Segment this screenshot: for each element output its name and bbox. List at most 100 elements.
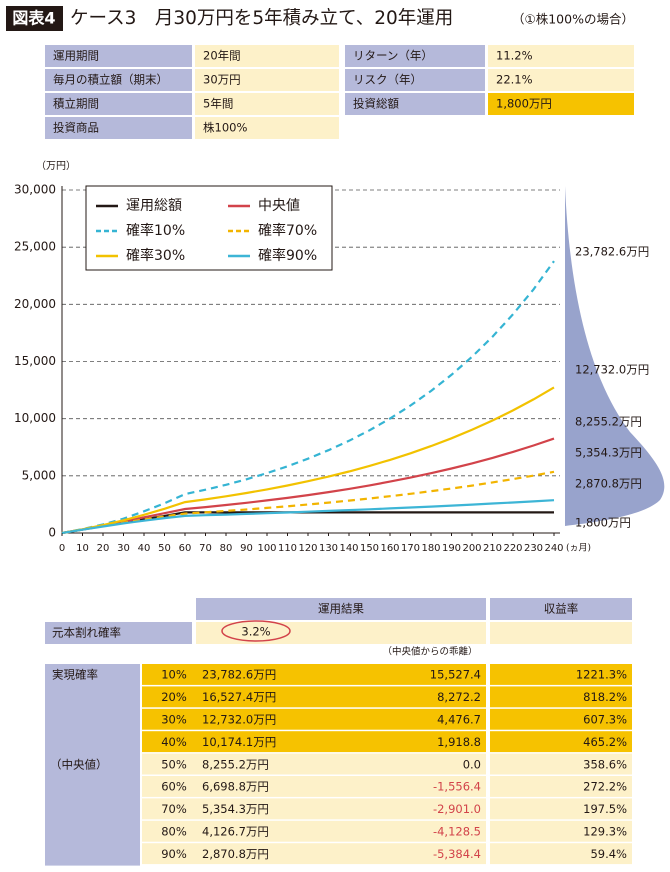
value-cell (195, 117, 339, 139)
row-cell (490, 731, 632, 753)
probability: 30% (161, 713, 187, 727)
result: 4,126.7万円 (202, 825, 269, 839)
deviation: -1,556.4 (433, 780, 481, 794)
deviation: 8,272.2 (437, 690, 481, 704)
probability: 50% (161, 757, 187, 771)
loss-label: 元本割れ確率 (52, 626, 121, 640)
x-tick-label: 170 (401, 543, 420, 554)
x-tick-label: 60 (179, 543, 192, 554)
badge: 図表4 (12, 9, 55, 28)
row-cell (142, 708, 486, 730)
return-rate: 358.6% (583, 757, 627, 771)
deviation: 0.0 (463, 757, 481, 771)
result: 10,174.1万円 (202, 735, 276, 749)
legend-label: 運用総額 (126, 198, 182, 214)
result: 23,782.6万円 (202, 668, 276, 682)
deviation: 4,476.7 (437, 713, 481, 727)
deviation: 15,527.4 (430, 668, 481, 682)
param-value: 5年間 (203, 97, 233, 111)
deviation: -5,384.4 (433, 847, 481, 861)
deviation-note: （中央値からの乖離） (382, 646, 477, 658)
group-label: （中央値） (50, 757, 108, 771)
y-tick-label: 10,000 (14, 411, 56, 425)
legend-label: 確率10% (126, 222, 185, 239)
param-label: リターン（年） (353, 49, 433, 63)
y-tick-label: 15,000 (14, 354, 56, 368)
y-tick-label: 5,000 (22, 468, 56, 482)
header-label: 収益率 (544, 602, 579, 616)
legend-label: 確率70% (258, 222, 317, 239)
return-rate: 59.4% (590, 847, 627, 861)
row-cell (490, 843, 632, 865)
x-tick-label: 20 (97, 543, 110, 554)
label-cell (45, 622, 192, 644)
group-cell (45, 664, 140, 866)
x-tick-label: 220 (503, 543, 522, 554)
probability: 90% (161, 847, 187, 861)
value-cell (195, 69, 339, 91)
y-tick-label: 25,000 (14, 240, 56, 254)
annotation: 1,800万円 (575, 516, 631, 530)
deviation: -4,128.5 (433, 825, 481, 839)
row-cell (490, 820, 632, 842)
result: 5,354.3万円 (202, 802, 269, 816)
row-cell (142, 820, 486, 842)
probability: 10% (161, 668, 187, 682)
result: 16,527.4万円 (202, 690, 276, 704)
row-cell (142, 798, 486, 820)
result: 12,732.0万円 (202, 713, 276, 727)
x-tick-label: 230 (524, 543, 543, 554)
x-tick-label: 190 (442, 543, 461, 554)
label-cell (45, 117, 192, 139)
x-tick-label: 40 (138, 543, 151, 554)
result: 8,255.2万円 (202, 757, 269, 771)
param-label: 積立期間 (53, 97, 99, 111)
value-cell (195, 45, 339, 67)
series-line (61, 470, 555, 535)
x-tick-label: 160 (380, 543, 399, 554)
header-cell (196, 598, 486, 620)
x-tick-label: 0 (59, 543, 65, 554)
x-tick-label: 130 (319, 543, 338, 554)
deviation: 1,918.8 (437, 735, 481, 749)
y-tick-label: 0 (48, 526, 56, 540)
header-cell (490, 598, 632, 620)
row-cell (490, 798, 632, 820)
label-cell (45, 69, 192, 91)
annotation: 23,782.6万円 (575, 245, 649, 259)
return-rate: 1221.3% (576, 668, 627, 682)
param-label: 毎月の積立額（期末） (53, 73, 168, 87)
legend-box (85, 185, 333, 271)
row-cell (142, 776, 486, 797)
return-rate: 465.2% (583, 735, 627, 749)
x-tick-label: 30 (117, 543, 130, 554)
param-value: 22.1% (496, 73, 533, 87)
x-tick-label: 80 (220, 543, 233, 554)
series-line (61, 499, 555, 535)
legend-label: 確率90% (258, 247, 317, 264)
row-cell (142, 664, 486, 685)
annotation: 12,732.0万円 (575, 363, 649, 377)
param-value: 20年間 (203, 49, 241, 63)
value-cell (196, 622, 486, 644)
loss-value: 3.2% (241, 625, 270, 639)
label-cell (345, 69, 485, 91)
probability: 80% (161, 825, 187, 839)
subtitle: （①株100%の場合） (512, 12, 634, 27)
result: 2,870.8万円 (202, 847, 269, 861)
y-tick-label: 20,000 (14, 297, 56, 311)
probability: 60% (161, 780, 187, 794)
return-rate: 818.2% (583, 690, 627, 704)
x-tick-label: 150 (360, 543, 379, 554)
x-tick-label: 200 (462, 543, 481, 554)
y-tick-label: 30,000 (14, 183, 56, 197)
row-cell (142, 753, 486, 775)
row-cell (142, 843, 486, 865)
return-rate: 607.3% (583, 713, 627, 727)
param-label: 運用期間 (53, 49, 99, 63)
row-cell (490, 753, 632, 775)
label-cell (345, 93, 485, 115)
highlight-circle (221, 620, 291, 642)
